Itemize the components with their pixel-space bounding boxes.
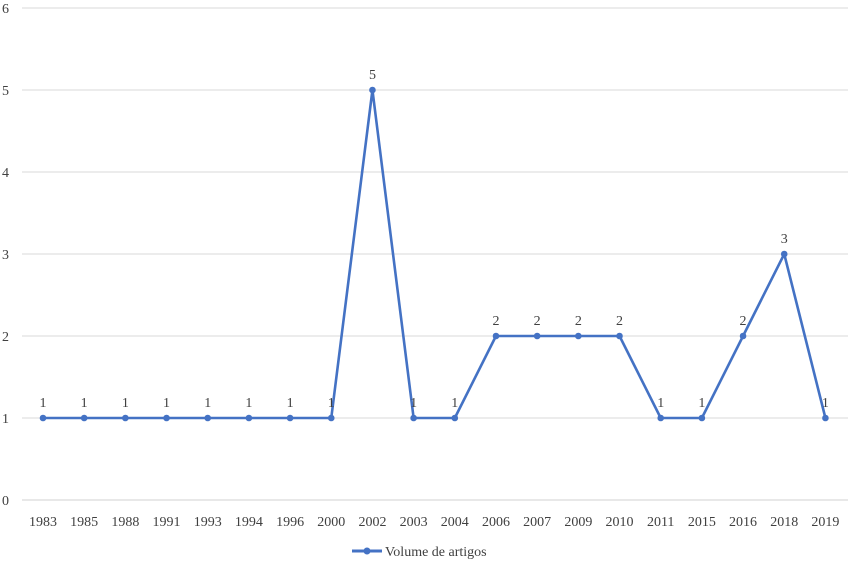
data-label: 2 bbox=[492, 314, 499, 329]
y-tick-label: 1 bbox=[2, 412, 9, 427]
x-tick-label: 2000 bbox=[317, 515, 345, 530]
data-point bbox=[369, 86, 376, 94]
x-tick-label: 2002 bbox=[358, 515, 386, 530]
data-point bbox=[492, 332, 500, 340]
data-label: 1 bbox=[451, 396, 458, 411]
x-tick-label: 2007 bbox=[523, 515, 551, 530]
data-label: 1 bbox=[122, 396, 129, 411]
data-point bbox=[39, 414, 47, 422]
data-label: 1 bbox=[204, 396, 211, 411]
data-label: 1 bbox=[287, 396, 294, 411]
data-label: 1 bbox=[822, 396, 829, 411]
y-tick-label: 3 bbox=[2, 248, 9, 263]
data-point bbox=[327, 414, 335, 422]
data-point bbox=[616, 332, 623, 340]
x-tick-label: 2004 bbox=[441, 515, 469, 530]
data-point bbox=[80, 414, 88, 422]
data-label: 1 bbox=[163, 396, 170, 411]
x-tick-label: 2011 bbox=[647, 515, 674, 530]
data-point bbox=[533, 332, 541, 340]
data-label: 1 bbox=[245, 396, 252, 411]
x-tick-label: 1988 bbox=[111, 515, 139, 530]
series-group: 1 1 1 1 1 1 1 1 5 1 1 2 2 2 2 1 1 2 3 1 bbox=[39, 68, 829, 422]
data-point bbox=[822, 414, 829, 422]
data-label: 2 bbox=[575, 314, 582, 329]
data-label: 1 bbox=[698, 396, 705, 411]
data-label: 1 bbox=[657, 396, 664, 411]
y-tick-label: 2 bbox=[2, 330, 9, 345]
x-tick-label: 1985 bbox=[70, 515, 98, 530]
data-point bbox=[204, 414, 212, 422]
data-label: 5 bbox=[369, 68, 376, 83]
data-label: 1 bbox=[40, 396, 47, 411]
x-tick-label: 2006 bbox=[482, 515, 510, 530]
x-tick-label: 2018 bbox=[770, 515, 798, 530]
x-tick-label: 2003 bbox=[400, 515, 428, 530]
x-tick-label: 1991 bbox=[153, 515, 181, 530]
legend: Volume de artigos bbox=[352, 545, 487, 560]
data-point bbox=[163, 414, 170, 422]
data-label: 1 bbox=[81, 396, 88, 411]
x-tick-label: 1983 bbox=[29, 515, 57, 530]
x-tick-label: 2016 bbox=[729, 515, 757, 530]
x-tick-label: 2009 bbox=[564, 515, 592, 530]
legend-point-marker bbox=[363, 547, 371, 555]
series-line bbox=[43, 88, 827, 420]
y-tick-label: 0 bbox=[2, 494, 9, 509]
data-point bbox=[657, 414, 664, 422]
data-label: 2 bbox=[740, 314, 747, 329]
data-label: 3 bbox=[781, 232, 788, 247]
data-point bbox=[122, 414, 129, 422]
data-point bbox=[245, 414, 253, 422]
x-tick-label: 1996 bbox=[276, 515, 304, 530]
data-point bbox=[451, 414, 459, 422]
x-tick-label: 2010 bbox=[606, 515, 634, 530]
x-tick-label: 1993 bbox=[194, 515, 222, 530]
data-point bbox=[739, 332, 747, 340]
y-tick-label: 4 bbox=[2, 166, 9, 181]
data-label: 2 bbox=[616, 314, 623, 329]
data-label: 2 bbox=[534, 314, 541, 329]
data-point bbox=[575, 332, 582, 340]
data-point bbox=[410, 414, 417, 422]
data-point bbox=[286, 414, 294, 422]
y-tick-label: 6 bbox=[2, 2, 9, 17]
x-tick-label: 2015 bbox=[688, 515, 716, 530]
y-axis-ticks: 0 1 2 3 4 5 6 bbox=[2, 2, 9, 509]
legend-label: Volume de artigos bbox=[385, 545, 487, 560]
x-axis-ticks: 1983 1985 1988 1991 1993 1994 1996 2000 2002 2003… bbox=[29, 515, 839, 530]
data-point bbox=[780, 250, 788, 258]
gridlines bbox=[22, 7, 848, 501]
data-label: 1 bbox=[328, 396, 335, 411]
y-tick-label: 5 bbox=[2, 84, 9, 99]
x-tick-label: 1994 bbox=[235, 515, 263, 530]
data-label: 1 bbox=[410, 396, 417, 411]
data-point bbox=[698, 414, 706, 422]
x-tick-label: 2019 bbox=[811, 515, 839, 530]
